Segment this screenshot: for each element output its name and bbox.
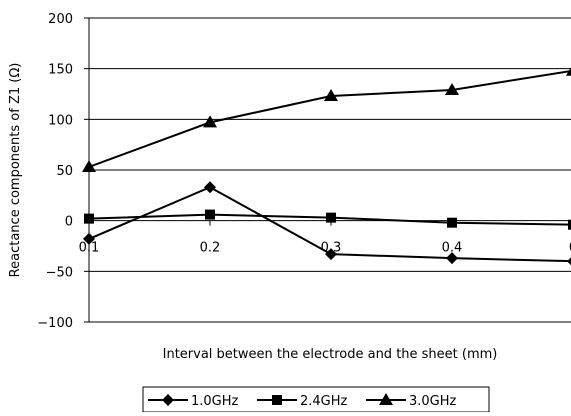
legend-box — [142, 386, 490, 413]
label-layer: Reactance components of Z1 (Ω) Interval … — [8, 63, 497, 362]
x-tick-label: 0.4 — [442, 241, 463, 256]
series-1-0GHz — [83, 181, 571, 266]
data-point-triangle — [566, 67, 571, 76]
legend-marker-diamond — [162, 394, 174, 406]
data-point-square — [568, 219, 571, 230]
data-point-square — [205, 209, 215, 220]
data-point-diamond — [83, 232, 95, 245]
y-tick-label: −50 — [46, 265, 73, 280]
legend-entry: 2.4GHz — [257, 394, 348, 409]
grid-layer — [89, 17, 571, 323]
legend: 1.0GHz 2.4GHz 3.0GHz — [142, 386, 490, 413]
y-tick-label: −100 — [37, 316, 73, 331]
data-point-diamond — [446, 252, 458, 265]
series-3-0GHz — [82, 67, 571, 172]
series-layer — [82, 67, 571, 266]
data-point-diamond — [567, 257, 571, 266]
y-axis-label: Reactance components of Z1 (Ω) — [8, 63, 23, 278]
data-point-diamond — [325, 248, 337, 261]
x-axis-label: Interval between the electrode and the s… — [163, 347, 498, 362]
x-tick-label: 0.1 — [79, 241, 100, 256]
data-point-square — [84, 213, 94, 224]
series-line — [88, 69, 571, 168]
data-point-triangle — [203, 115, 217, 128]
data-point-square — [326, 212, 336, 223]
y-tick-label: 200 — [48, 12, 73, 27]
series-2-4GHz — [84, 209, 571, 230]
y-tick-label: 150 — [48, 63, 73, 78]
legend-label: 1.0GHz — [191, 394, 239, 409]
data-point-square — [447, 217, 457, 228]
y-tick-label: 0 — [65, 215, 73, 230]
x-tick-label: 0.2 — [200, 241, 221, 256]
legend-entry: 3.0GHz — [366, 393, 457, 409]
legend-entry: 1.0GHz — [148, 394, 239, 409]
data-point-triangle — [445, 82, 459, 95]
y-tick-label: 100 — [48, 113, 73, 128]
legend-marker-square — [272, 395, 282, 405]
legend-label: 3.0GHz — [409, 394, 457, 409]
legend-marker-triangle — [379, 393, 393, 405]
data-point-triangle — [82, 159, 96, 172]
data-point-triangle — [324, 89, 338, 102]
data-point-diamond — [204, 181, 216, 194]
legend-label: 2.4GHz — [300, 394, 348, 409]
y-tick-label: 50 — [56, 164, 73, 179]
x-tick-label: 0 — [569, 241, 571, 256]
